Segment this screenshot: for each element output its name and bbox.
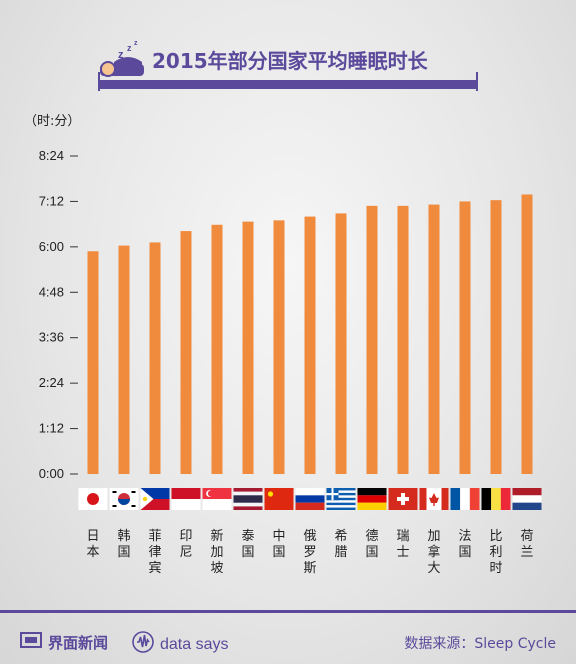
philippines-flag-icon — [140, 488, 170, 510]
bar — [490, 200, 502, 474]
bars — [87, 194, 533, 475]
china-flag-icon — [264, 488, 294, 510]
x-category-label: 瑞士 — [396, 529, 409, 560]
title-underline — [98, 80, 478, 89]
brand-name: 界面新闻 — [48, 633, 109, 652]
russia-flag-icon — [295, 488, 325, 510]
bar — [87, 251, 99, 474]
x-category-label: 法国 — [458, 529, 471, 560]
data-source: 数据来源：Sleep Cycle — [404, 636, 556, 652]
bar — [180, 231, 192, 474]
bar — [459, 201, 471, 474]
south-korea-flag-icon — [109, 488, 139, 510]
x-category-label: 菲律宾 — [148, 529, 161, 576]
indonesia-flag-icon — [171, 488, 201, 510]
japan-flag-icon — [78, 488, 108, 510]
singapore-flag-icon — [202, 488, 232, 510]
thailand-flag-icon — [233, 488, 263, 510]
bar — [118, 245, 130, 474]
germany-flag-icon — [357, 488, 387, 510]
y-tick-label: 2:24 — [39, 375, 64, 390]
bar — [397, 205, 409, 474]
flags — [78, 488, 542, 510]
bar — [521, 194, 533, 474]
x-category-label: 泰国 — [241, 529, 254, 560]
bar — [211, 224, 223, 474]
footer: 界面新闻 data says 数据来源：Sleep Cycle — [0, 610, 576, 664]
title-banner: z z z 2015年部分国家平均睡眠时长 — [98, 40, 478, 91]
y-tick-label: 6:00 — [39, 239, 64, 254]
x-category-label: 日本 — [86, 529, 99, 560]
y-tick-label: 1:12 — [39, 421, 64, 436]
data-says-logo: data says — [132, 631, 228, 658]
bar — [304, 216, 316, 475]
x-category-label: 俄罗斯 — [303, 529, 316, 576]
x-category-label: 荷兰 — [520, 529, 533, 560]
title-bracket-right — [476, 72, 478, 91]
x-category-label: 中国 — [272, 529, 285, 560]
greece-flag-icon — [326, 488, 356, 510]
x-category-label: 德国 — [365, 529, 378, 560]
svg-text:z: z — [118, 49, 124, 61]
chart-title: 2015年部分国家平均睡眠时长 — [152, 49, 429, 73]
bar — [273, 220, 285, 474]
x-category-label: 印尼 — [179, 529, 192, 560]
y-axis: 0:00 1:12 2:24 3:36 4:48 6:00 7:12 8:24 — [39, 148, 78, 481]
bar — [242, 221, 254, 474]
svg-text:z: z — [127, 43, 132, 53]
x-category-label: 比利时 — [489, 529, 502, 576]
x-category-label: 韩国 — [117, 529, 130, 560]
bar — [366, 205, 378, 474]
x-category-label: 新加坡 — [210, 528, 223, 576]
y-tick-label: 3:36 — [39, 330, 64, 345]
newspaper-icon — [20, 631, 42, 653]
chart: z z z 2015年部分国家平均睡眠时长 （时:分） 0:00 1:12 2:24… — [24, 40, 542, 576]
switzerland-flag-icon — [388, 488, 418, 510]
netherlands-flag-icon — [512, 488, 542, 510]
waveform-icon — [132, 631, 154, 658]
y-tick-label: 4:48 — [39, 284, 64, 299]
y-tick-label: 7:12 — [39, 193, 64, 208]
title-bracket-left — [98, 72, 100, 91]
y-tick-label: 8:24 — [39, 148, 64, 163]
y-tick-label: 0:00 — [39, 466, 64, 481]
brand-logo: 界面新闻 — [20, 631, 108, 653]
bar — [335, 213, 347, 474]
sleep-icon: z z z — [100, 40, 144, 77]
france-flag-icon — [450, 488, 480, 510]
belgium-flag-icon — [481, 488, 511, 510]
x-category-label: 希腊 — [334, 529, 347, 560]
brand-sub: data says — [160, 635, 229, 653]
y-axis-unit-label: （时:分） — [24, 114, 80, 129]
x-category-label: 加拿大 — [427, 529, 440, 576]
svg-text:z: z — [134, 40, 138, 47]
bar — [149, 242, 161, 474]
bar — [428, 204, 440, 475]
canada-flag-icon — [419, 488, 449, 510]
